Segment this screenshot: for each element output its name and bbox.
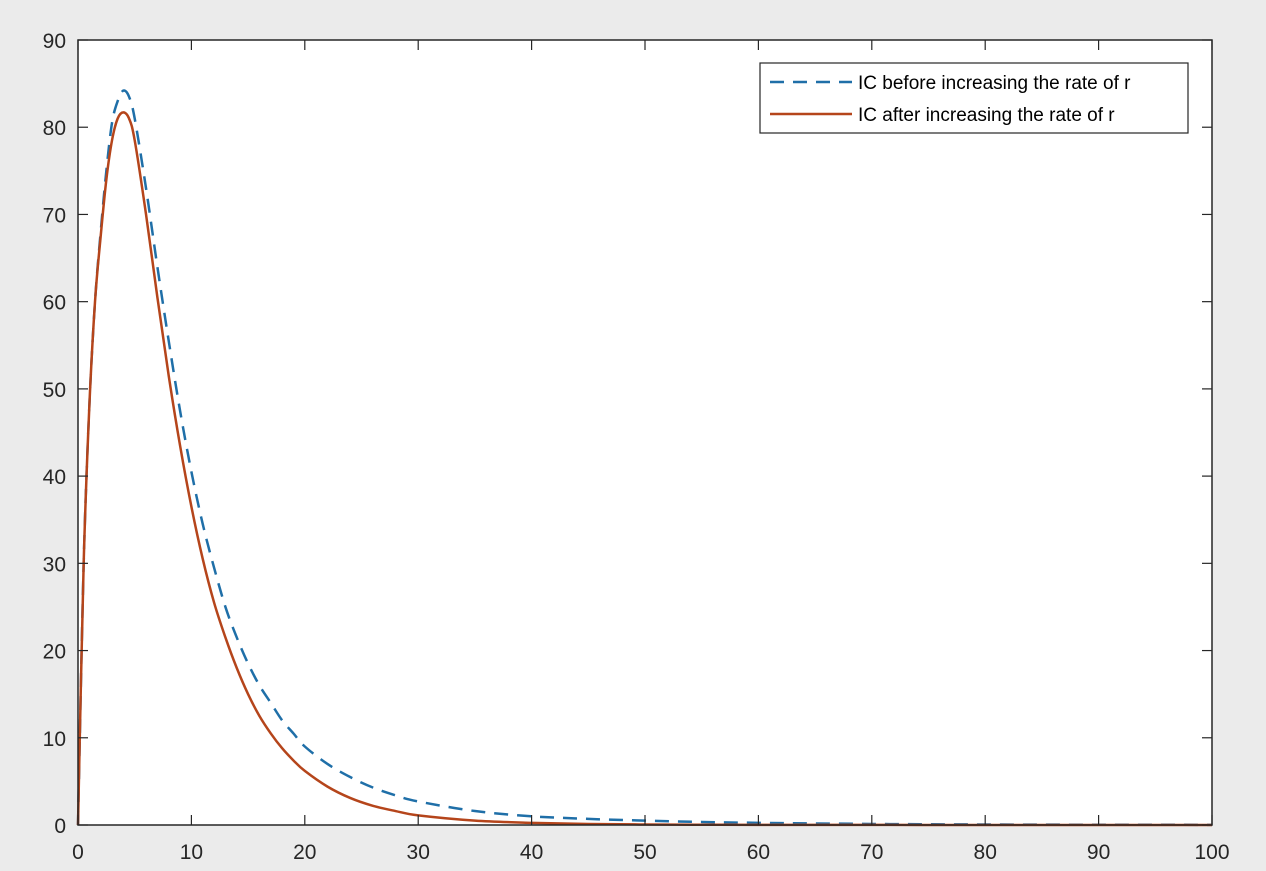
y-tick-label: 50: [43, 379, 66, 402]
x-tick-label: 100: [1194, 841, 1229, 864]
x-tick-label: 0: [72, 841, 84, 864]
plot-area: [78, 40, 1212, 825]
tick-layer: 0 10 20 30 40 50 60 70 80 90 100 0 10 20 30 40 50 60 70 80 9…: [43, 30, 1230, 864]
x-tick-label: 70: [860, 841, 883, 864]
y-tick-label: 10: [43, 728, 66, 751]
x-tick-label: 60: [747, 841, 770, 864]
y-tick-label: 0: [54, 815, 66, 838]
plot-frame: [77, 39, 1213, 826]
y-tick-label: 40: [43, 466, 66, 489]
x-tick-label: 20: [293, 841, 316, 864]
y-tick-label: 90: [43, 30, 66, 53]
x-tick-label: 50: [633, 841, 656, 864]
legend-label-series-1: IC after increasing the rate of r: [858, 105, 1115, 126]
y-tick-label: 20: [43, 641, 66, 664]
legend: IC before increasing the rate of r IC af…: [759, 62, 1189, 134]
y-tick-label: 80: [43, 117, 66, 140]
y-tick-label: 30: [43, 553, 66, 576]
y-tick-label: 60: [43, 292, 66, 315]
x-tick-label: 40: [520, 841, 543, 864]
x-tick-label: 90: [1087, 841, 1110, 864]
x-tick-label: 30: [407, 841, 430, 864]
x-tick-label: 10: [180, 841, 203, 864]
y-tick-label: 70: [43, 204, 66, 227]
legend-label-series-0: IC before increasing the rate of r: [858, 73, 1131, 94]
legend-box: [759, 62, 1189, 134]
x-tick-label: 80: [974, 841, 997, 864]
